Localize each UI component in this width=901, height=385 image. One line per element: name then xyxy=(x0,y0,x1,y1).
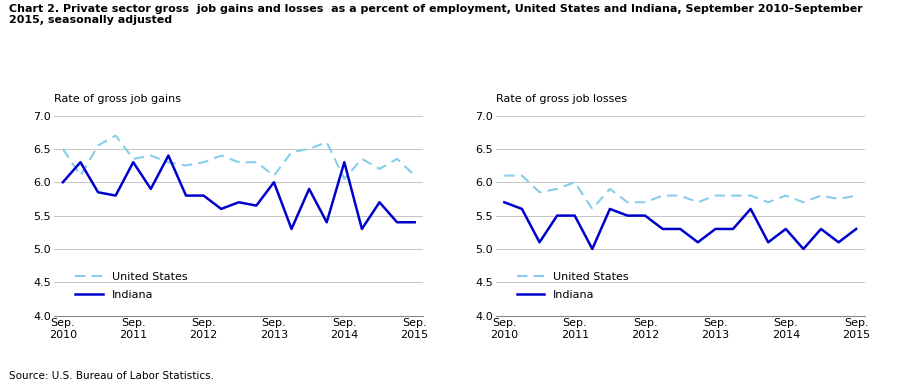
Line: United States: United States xyxy=(505,176,856,209)
United States xyxy=(551,187,562,191)
United States xyxy=(833,197,844,201)
Indiana xyxy=(374,200,385,204)
United States xyxy=(180,163,191,168)
United States xyxy=(640,200,651,204)
Indiana xyxy=(75,160,86,164)
United States xyxy=(128,157,139,161)
Indiana xyxy=(745,207,756,211)
United States xyxy=(569,180,580,184)
United States xyxy=(780,193,791,198)
Indiana xyxy=(287,227,297,231)
Indiana xyxy=(675,227,686,231)
Indiana xyxy=(587,247,597,251)
Indiana xyxy=(198,193,209,198)
Indiana xyxy=(499,200,510,204)
Indiana xyxy=(851,227,861,231)
United States xyxy=(605,187,615,191)
Text: Chart 2. Private sector gross  job gains and losses  as a percent of employment,: Chart 2. Private sector gross job gains … xyxy=(9,4,863,25)
Indiana xyxy=(640,213,651,218)
United States xyxy=(287,150,297,154)
United States xyxy=(409,173,420,178)
United States xyxy=(499,173,510,178)
United States xyxy=(110,133,121,138)
Indiana xyxy=(780,227,791,231)
United States xyxy=(587,207,597,211)
United States xyxy=(251,160,262,164)
United States xyxy=(374,167,385,171)
Indiana xyxy=(693,240,704,244)
United States xyxy=(163,160,174,164)
Indiana xyxy=(833,240,844,244)
United States xyxy=(763,200,774,204)
Indiana xyxy=(409,220,420,224)
United States xyxy=(304,147,314,151)
Indiana xyxy=(128,160,139,164)
Legend: United States, Indiana: United States, Indiana xyxy=(70,268,192,304)
Indiana xyxy=(815,227,826,231)
United States xyxy=(198,160,209,164)
United States xyxy=(534,190,545,194)
United States xyxy=(516,173,527,178)
Indiana xyxy=(322,220,332,224)
United States xyxy=(851,193,861,198)
Line: Indiana: Indiana xyxy=(63,156,414,229)
Indiana xyxy=(728,227,739,231)
United States xyxy=(392,157,403,161)
Indiana xyxy=(110,193,121,198)
United States xyxy=(93,143,104,148)
United States xyxy=(145,153,156,158)
Indiana xyxy=(657,227,668,231)
Indiana xyxy=(339,160,350,164)
Indiana xyxy=(145,187,156,191)
Indiana xyxy=(569,213,580,218)
Text: Source: U.S. Bureau of Labor Statistics.: Source: U.S. Bureau of Labor Statistics. xyxy=(9,371,214,381)
Indiana xyxy=(534,240,545,244)
United States xyxy=(75,173,86,178)
Indiana xyxy=(392,220,403,224)
Indiana xyxy=(233,200,244,204)
Indiana xyxy=(710,227,721,231)
United States xyxy=(675,193,686,198)
Legend: United States, Indiana: United States, Indiana xyxy=(512,268,633,304)
United States xyxy=(745,193,756,198)
Line: Indiana: Indiana xyxy=(505,202,856,249)
United States xyxy=(815,193,826,198)
Indiana xyxy=(304,187,314,191)
United States xyxy=(710,193,721,198)
Indiana xyxy=(268,180,279,184)
Indiana xyxy=(251,203,262,208)
United States xyxy=(657,193,668,198)
United States xyxy=(215,153,226,158)
United States xyxy=(798,200,809,204)
United States xyxy=(268,173,279,178)
United States xyxy=(58,147,68,151)
Indiana xyxy=(93,190,104,194)
Text: Rate of gross job losses: Rate of gross job losses xyxy=(496,94,626,104)
United States xyxy=(233,160,244,164)
Indiana xyxy=(551,213,562,218)
Indiana xyxy=(798,247,809,251)
United States xyxy=(728,193,739,198)
Indiana xyxy=(516,207,527,211)
Indiana xyxy=(763,240,774,244)
Line: United States: United States xyxy=(63,136,414,179)
United States xyxy=(339,177,350,181)
United States xyxy=(622,200,633,204)
Indiana xyxy=(180,193,191,198)
Indiana xyxy=(622,213,633,218)
Indiana xyxy=(605,207,615,211)
Text: Rate of gross job gains: Rate of gross job gains xyxy=(54,94,181,104)
Indiana xyxy=(163,153,174,158)
United States xyxy=(357,157,368,161)
United States xyxy=(693,200,704,204)
Indiana xyxy=(58,180,68,184)
Indiana xyxy=(357,227,368,231)
United States xyxy=(322,140,332,144)
Indiana xyxy=(215,207,226,211)
